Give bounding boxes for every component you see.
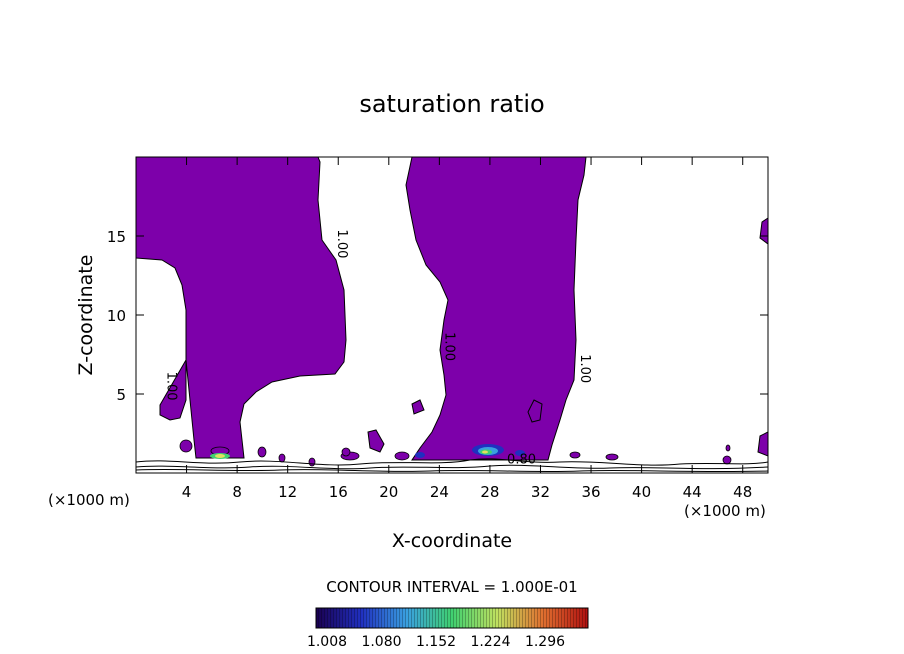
contour-fill-middle (405, 157, 587, 461)
contour-fill-right-edge-low (757, 431, 768, 457)
colorbar-tick-label: 1.080 (361, 634, 401, 650)
x-tick-label: 24 (430, 483, 449, 501)
x-tick-label: 20 (379, 483, 398, 501)
contour-label: 1.00 (442, 332, 457, 361)
y-tick-label: 15 (107, 228, 126, 246)
contour-fill-middle-blob (527, 399, 543, 423)
x-tick-label: 40 (632, 483, 651, 501)
contour-labels: 1.00 1.00 1.00 1.00 0.80 (164, 229, 592, 467)
surface-speckles (179, 439, 732, 467)
contour-interval-label: CONTOUR INTERVAL = 1.000E-01 (326, 578, 577, 596)
x-tick-label: 4 (182, 483, 192, 501)
x-tick-label: 44 (683, 483, 702, 501)
x-tick-label: 32 (531, 483, 550, 501)
plot-area: 1.00 1.00 1.00 1.00 0.80 (136, 157, 768, 473)
colorbar-stripes (316, 608, 588, 628)
x-tick-label: 48 (733, 483, 752, 501)
x-axis-label: X-coordinate (392, 530, 512, 552)
x-unit-note-right: (×1000 m) (684, 502, 766, 520)
x-tick-label: 16 (329, 483, 348, 501)
x-tick-label: 28 (480, 483, 499, 501)
x-tick-label: 36 (581, 483, 600, 501)
y-tick-label: 5 (116, 386, 126, 404)
colorbar-tick-label: 1.224 (470, 634, 510, 650)
chart-title: saturation ratio (359, 90, 544, 118)
contour-label: 0.80 (507, 453, 536, 468)
y-axis-label: Z-coordinate (75, 255, 97, 376)
contour-label: 1.00 (164, 372, 179, 401)
contour-label: 1.00 (334, 229, 349, 258)
contour-fill-left-blob (159, 358, 187, 421)
hotspots (210, 444, 525, 459)
x-tick-label: 12 (278, 483, 297, 501)
colorbar-frame (315, 607, 589, 629)
y-axis: 5 10 15 (107, 228, 768, 404)
x-axis: 4 8 12 16 20 24 28 32 36 40 44 48 (182, 157, 752, 501)
contour-fill-right-edge (759, 217, 768, 245)
colorbar: 1.008 1.080 1.152 1.224 1.296 (307, 607, 589, 650)
y-tick-label: 10 (107, 307, 126, 325)
colorbar-tick-label: 1.008 (307, 634, 347, 650)
contour-fill-blob-20 (367, 429, 385, 453)
contour-fill-left (136, 157, 347, 459)
colorbar-tick-label: 1.152 (416, 634, 456, 650)
x-tick-label: 8 (232, 483, 242, 501)
contour-label: 1.00 (577, 354, 592, 383)
colorbar-tick-label: 1.296 (525, 634, 565, 650)
contour-fill-small-blob (411, 399, 425, 415)
surface-contour-lines (136, 458, 768, 473)
x-unit-note-left: (×1000 m) (48, 491, 130, 509)
